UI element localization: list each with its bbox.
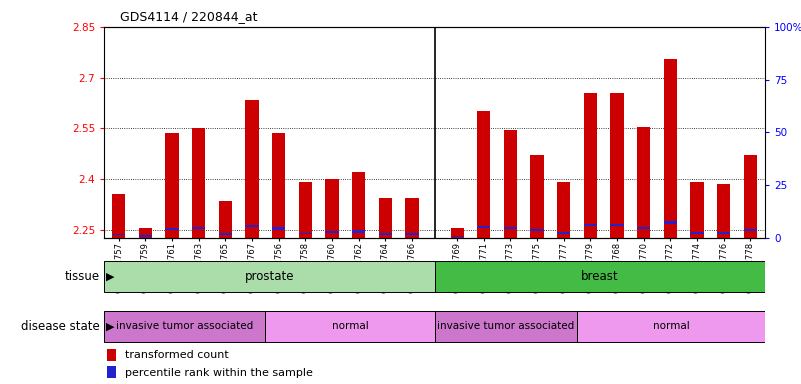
- Text: breast: breast: [581, 270, 618, 283]
- Bar: [379, 197, 392, 238]
- Text: invasive tumor associated: invasive tumor associated: [437, 321, 574, 331]
- Bar: [637, 227, 650, 229]
- Bar: [272, 227, 285, 230]
- Text: normal: normal: [332, 321, 368, 331]
- Bar: [352, 230, 365, 233]
- Bar: [664, 59, 677, 238]
- Bar: [743, 155, 757, 238]
- Bar: [265, 311, 434, 342]
- Bar: [166, 133, 179, 238]
- Bar: [272, 133, 285, 238]
- Bar: [690, 232, 703, 233]
- Text: percentile rank within the sample: percentile rank within the sample: [125, 367, 313, 377]
- Bar: [504, 130, 517, 238]
- Bar: [139, 228, 152, 238]
- Bar: [610, 224, 624, 227]
- Bar: [530, 229, 544, 232]
- Bar: [477, 226, 490, 228]
- Bar: [637, 127, 650, 238]
- Bar: [557, 232, 570, 233]
- Bar: [325, 179, 339, 238]
- Bar: [584, 224, 597, 227]
- Bar: [112, 233, 126, 235]
- Text: disease state: disease state: [22, 320, 100, 333]
- Bar: [405, 233, 419, 235]
- Bar: [450, 236, 464, 237]
- Bar: [299, 182, 312, 238]
- Bar: [717, 184, 731, 238]
- Bar: [139, 235, 152, 237]
- Bar: [107, 366, 115, 379]
- Text: tissue: tissue: [65, 270, 100, 283]
- Bar: [405, 197, 419, 238]
- Bar: [450, 228, 464, 238]
- Text: ▶: ▶: [106, 271, 115, 281]
- Bar: [717, 232, 731, 234]
- Bar: [112, 194, 126, 238]
- Bar: [379, 233, 392, 235]
- Bar: [610, 93, 624, 238]
- Bar: [664, 220, 677, 224]
- Text: GDS4114 / 220844_at: GDS4114 / 220844_at: [120, 10, 258, 23]
- Bar: [325, 231, 339, 233]
- Bar: [192, 227, 205, 229]
- Bar: [245, 99, 259, 238]
- Bar: [245, 225, 259, 227]
- Bar: [352, 172, 365, 238]
- Bar: [219, 233, 232, 235]
- Bar: [104, 311, 265, 342]
- Bar: [107, 349, 115, 361]
- Text: normal: normal: [653, 321, 690, 331]
- Bar: [690, 182, 703, 238]
- Bar: [743, 229, 757, 232]
- Text: prostate: prostate: [244, 270, 294, 283]
- Bar: [530, 155, 544, 238]
- Text: transformed count: transformed count: [125, 350, 229, 360]
- Bar: [504, 227, 517, 229]
- Bar: [584, 93, 597, 238]
- Text: invasive tumor associated: invasive tumor associated: [116, 321, 253, 331]
- Text: ▶: ▶: [106, 321, 115, 331]
- Bar: [557, 182, 570, 238]
- Bar: [434, 261, 765, 292]
- Bar: [434, 311, 577, 342]
- Bar: [192, 128, 205, 238]
- Bar: [577, 311, 765, 342]
- Bar: [219, 201, 232, 238]
- Bar: [104, 261, 434, 292]
- Bar: [477, 111, 490, 238]
- Bar: [166, 228, 179, 230]
